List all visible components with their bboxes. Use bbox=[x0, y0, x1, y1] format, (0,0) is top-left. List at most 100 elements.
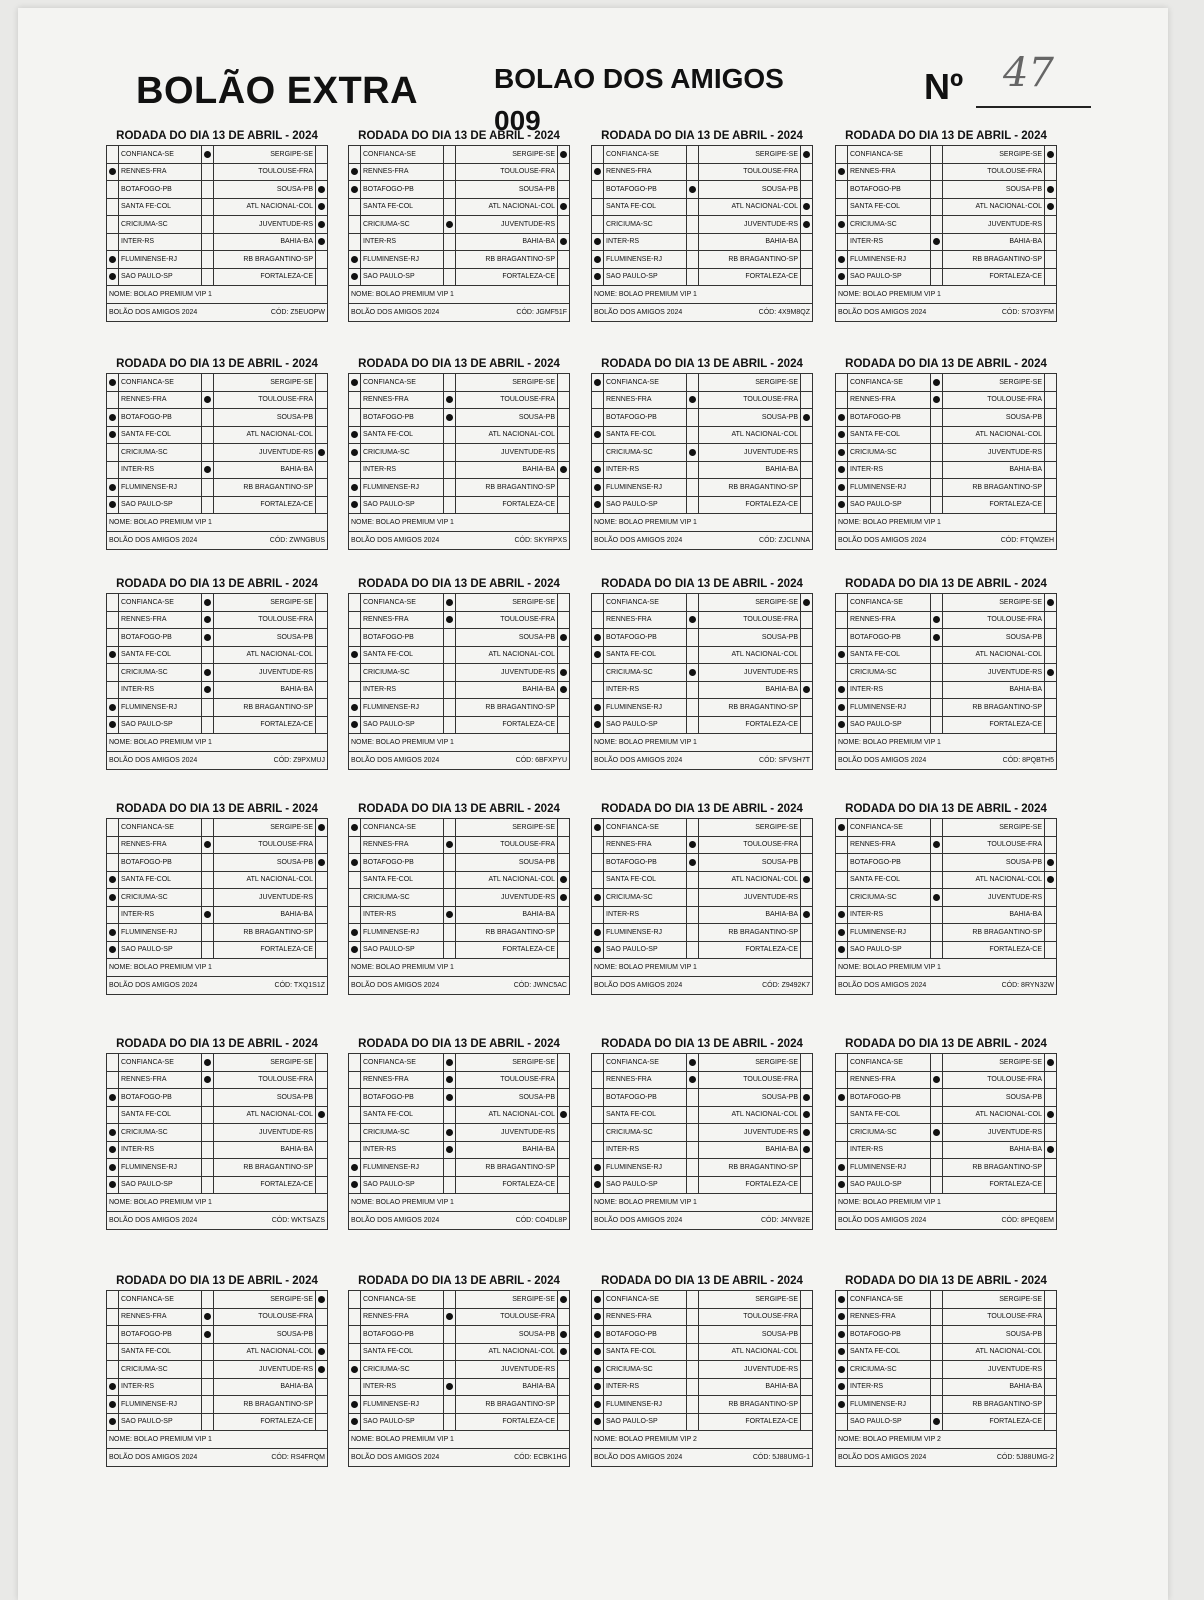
home-pick-cell[interactable] bbox=[591, 1325, 604, 1344]
home-pick-cell[interactable] bbox=[591, 443, 604, 462]
home-pick-cell[interactable] bbox=[591, 1053, 604, 1072]
draw-pick-cell[interactable] bbox=[686, 145, 699, 164]
away-pick-cell[interactable] bbox=[557, 835, 570, 854]
away-pick-cell[interactable] bbox=[315, 923, 328, 942]
home-pick-cell[interactable] bbox=[106, 940, 119, 959]
home-pick-cell[interactable] bbox=[591, 818, 604, 837]
away-pick-cell[interactable] bbox=[315, 250, 328, 269]
draw-pick-cell[interactable] bbox=[686, 390, 699, 409]
away-pick-cell[interactable] bbox=[557, 408, 570, 427]
away-pick-cell[interactable] bbox=[557, 663, 570, 682]
home-pick-cell[interactable] bbox=[835, 180, 848, 199]
home-pick-cell[interactable] bbox=[348, 162, 361, 181]
draw-pick-cell[interactable] bbox=[930, 905, 943, 924]
draw-pick-cell[interactable] bbox=[930, 923, 943, 942]
home-pick-cell[interactable] bbox=[835, 1412, 848, 1431]
draw-pick-cell[interactable] bbox=[443, 940, 456, 959]
away-pick-cell[interactable] bbox=[1044, 853, 1057, 872]
draw-pick-cell[interactable] bbox=[201, 905, 214, 924]
home-pick-cell[interactable] bbox=[106, 1140, 119, 1159]
away-pick-cell[interactable] bbox=[557, 267, 570, 286]
draw-pick-cell[interactable] bbox=[686, 1360, 699, 1379]
home-pick-cell[interactable] bbox=[591, 645, 604, 664]
draw-pick-cell[interactable] bbox=[443, 610, 456, 629]
draw-pick-cell[interactable] bbox=[443, 1158, 456, 1177]
home-pick-cell[interactable] bbox=[348, 663, 361, 682]
draw-pick-cell[interactable] bbox=[686, 1053, 699, 1072]
away-pick-cell[interactable] bbox=[315, 940, 328, 959]
away-pick-cell[interactable] bbox=[1044, 870, 1057, 889]
away-pick-cell[interactable] bbox=[315, 1123, 328, 1142]
draw-pick-cell[interactable] bbox=[443, 680, 456, 699]
away-pick-cell[interactable] bbox=[315, 1377, 328, 1396]
home-pick-cell[interactable] bbox=[348, 1325, 361, 1344]
home-pick-cell[interactable] bbox=[835, 593, 848, 612]
away-pick-cell[interactable] bbox=[1044, 1070, 1057, 1089]
away-pick-cell[interactable] bbox=[1044, 1088, 1057, 1107]
home-pick-cell[interactable] bbox=[591, 145, 604, 164]
draw-pick-cell[interactable] bbox=[201, 1088, 214, 1107]
draw-pick-cell[interactable] bbox=[443, 197, 456, 216]
home-pick-cell[interactable] bbox=[835, 250, 848, 269]
draw-pick-cell[interactable] bbox=[686, 1307, 699, 1326]
home-pick-cell[interactable] bbox=[106, 250, 119, 269]
away-pick-cell[interactable] bbox=[557, 1307, 570, 1326]
draw-pick-cell[interactable] bbox=[930, 1395, 943, 1414]
away-pick-cell[interactable] bbox=[1044, 1175, 1057, 1194]
draw-pick-cell[interactable] bbox=[930, 835, 943, 854]
away-pick-cell[interactable] bbox=[800, 628, 813, 647]
draw-pick-cell[interactable] bbox=[201, 888, 214, 907]
draw-pick-cell[interactable] bbox=[930, 1175, 943, 1194]
draw-pick-cell[interactable] bbox=[930, 267, 943, 286]
draw-pick-cell[interactable] bbox=[201, 408, 214, 427]
draw-pick-cell[interactable] bbox=[443, 835, 456, 854]
away-pick-cell[interactable] bbox=[800, 250, 813, 269]
draw-pick-cell[interactable] bbox=[686, 1395, 699, 1414]
draw-pick-cell[interactable] bbox=[443, 663, 456, 682]
home-pick-cell[interactable] bbox=[106, 645, 119, 664]
draw-pick-cell[interactable] bbox=[443, 698, 456, 717]
draw-pick-cell[interactable] bbox=[201, 940, 214, 959]
away-pick-cell[interactable] bbox=[1044, 663, 1057, 682]
draw-pick-cell[interactable] bbox=[201, 1158, 214, 1177]
home-pick-cell[interactable] bbox=[348, 680, 361, 699]
away-pick-cell[interactable] bbox=[1044, 145, 1057, 164]
away-pick-cell[interactable] bbox=[800, 145, 813, 164]
away-pick-cell[interactable] bbox=[1044, 232, 1057, 251]
away-pick-cell[interactable] bbox=[315, 197, 328, 216]
home-pick-cell[interactable] bbox=[348, 923, 361, 942]
away-pick-cell[interactable] bbox=[315, 853, 328, 872]
away-pick-cell[interactable] bbox=[800, 923, 813, 942]
draw-pick-cell[interactable] bbox=[686, 267, 699, 286]
away-pick-cell[interactable] bbox=[315, 460, 328, 479]
home-pick-cell[interactable] bbox=[591, 680, 604, 699]
draw-pick-cell[interactable] bbox=[443, 715, 456, 734]
draw-pick-cell[interactable] bbox=[201, 1360, 214, 1379]
away-pick-cell[interactable] bbox=[315, 680, 328, 699]
home-pick-cell[interactable] bbox=[591, 663, 604, 682]
draw-pick-cell[interactable] bbox=[443, 1307, 456, 1326]
draw-pick-cell[interactable] bbox=[201, 680, 214, 699]
draw-pick-cell[interactable] bbox=[443, 1377, 456, 1396]
draw-pick-cell[interactable] bbox=[686, 250, 699, 269]
draw-pick-cell[interactable] bbox=[201, 373, 214, 392]
draw-pick-cell[interactable] bbox=[686, 478, 699, 497]
draw-pick-cell[interactable] bbox=[930, 443, 943, 462]
home-pick-cell[interactable] bbox=[591, 905, 604, 924]
away-pick-cell[interactable] bbox=[557, 645, 570, 664]
home-pick-cell[interactable] bbox=[106, 1377, 119, 1396]
home-pick-cell[interactable] bbox=[835, 408, 848, 427]
draw-pick-cell[interactable] bbox=[201, 663, 214, 682]
away-pick-cell[interactable] bbox=[557, 1123, 570, 1142]
home-pick-cell[interactable] bbox=[835, 390, 848, 409]
away-pick-cell[interactable] bbox=[800, 408, 813, 427]
away-pick-cell[interactable] bbox=[315, 1360, 328, 1379]
home-pick-cell[interactable] bbox=[835, 818, 848, 837]
home-pick-cell[interactable] bbox=[591, 940, 604, 959]
away-pick-cell[interactable] bbox=[557, 628, 570, 647]
home-pick-cell[interactable] bbox=[348, 1088, 361, 1107]
away-pick-cell[interactable] bbox=[800, 373, 813, 392]
away-pick-cell[interactable] bbox=[800, 1053, 813, 1072]
draw-pick-cell[interactable] bbox=[930, 1123, 943, 1142]
draw-pick-cell[interactable] bbox=[930, 645, 943, 664]
